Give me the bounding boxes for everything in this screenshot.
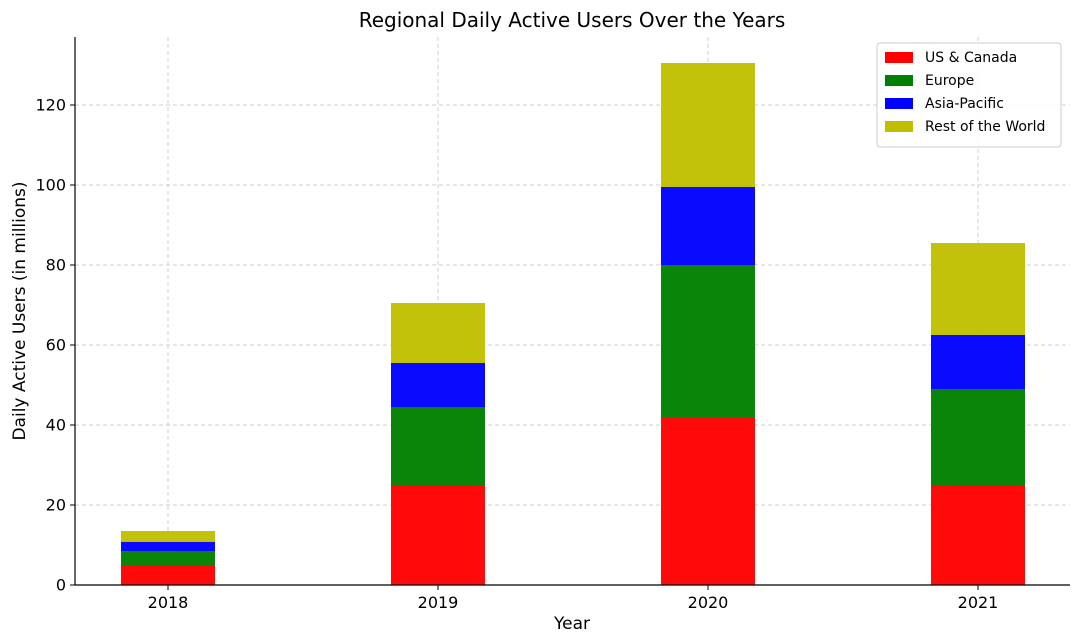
- legend-swatch: [885, 52, 913, 63]
- x-tick-label: 2021: [958, 593, 999, 612]
- bar-segment: [121, 531, 215, 542]
- y-tick-label: 120: [35, 96, 66, 115]
- bar-segment: [931, 485, 1025, 585]
- bar-segment: [661, 187, 755, 265]
- bar-segment: [661, 63, 755, 187]
- x-tick-label: 2019: [418, 593, 459, 612]
- legend-swatch: [885, 75, 913, 86]
- x-tick-label: 2018: [148, 593, 189, 612]
- bar-segment: [661, 265, 755, 417]
- y-tick-label: 0: [56, 576, 66, 595]
- y-tick-label: 40: [46, 416, 66, 435]
- legend-label: Europe: [925, 73, 974, 89]
- y-tick-label: 20: [46, 496, 66, 515]
- axes-group: 0 20 40 60 80 100 120 2018 2019 2020 2021: [35, 37, 1070, 612]
- legend: US & Canada Europe Asia-Pacific Rest of the…: [876, 42, 1062, 148]
- bars-group: [121, 63, 1025, 585]
- legend-box: [876, 42, 1062, 148]
- y-tick-label: 60: [46, 336, 66, 355]
- legend-label: Asia-Pacific: [925, 96, 1004, 112]
- legend-label: US & Canada: [925, 50, 1017, 66]
- x-axis-label: Year: [553, 614, 590, 634]
- bar-segment: [121, 551, 215, 565]
- bar-segment: [121, 565, 215, 585]
- bar-segment: [391, 303, 485, 363]
- legend-swatch: [885, 98, 913, 109]
- bar-segment: [391, 363, 485, 407]
- bar-segment: [121, 541, 215, 551]
- legend-label: Rest of the World: [925, 119, 1045, 135]
- y-tick-label: 80: [46, 256, 66, 275]
- bar-segment: [931, 243, 1025, 335]
- bar-segment: [661, 417, 755, 585]
- y-axis-label: Daily Active Users (in millions): [10, 181, 30, 440]
- bar-segment: [391, 407, 485, 485]
- chart-title: Regional Daily Active Users Over the Yea…: [359, 8, 786, 32]
- bar-segment: [931, 389, 1025, 485]
- y-tick-label: 100: [35, 176, 66, 195]
- bar-segment: [931, 335, 1025, 389]
- legend-swatch: [885, 121, 913, 132]
- x-tick-label: 2020: [688, 593, 729, 612]
- bar-segment: [391, 485, 485, 585]
